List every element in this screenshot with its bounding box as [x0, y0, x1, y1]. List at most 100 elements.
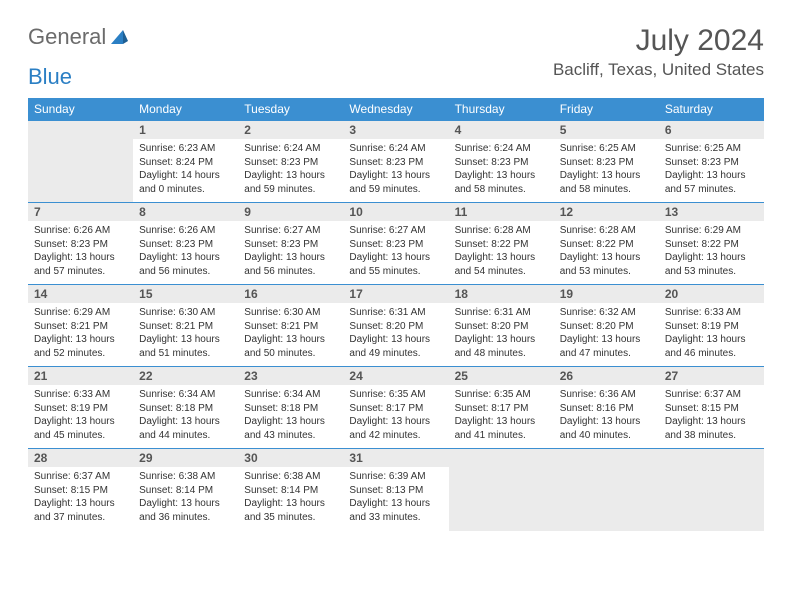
day-number: 13: [659, 203, 764, 221]
calendar-cell: 1Sunrise: 6:23 AMSunset: 8:24 PMDaylight…: [133, 121, 238, 203]
day-header-row: Sunday Monday Tuesday Wednesday Thursday…: [28, 98, 764, 121]
day-info: Sunrise: 6:29 AMSunset: 8:22 PMDaylight:…: [659, 221, 764, 282]
day-number: 29: [133, 449, 238, 467]
daylight: Daylight: 13 hours and 42 minutes.: [349, 415, 442, 442]
daylight: Daylight: 13 hours and 59 minutes.: [244, 169, 337, 196]
sunrise: Sunrise: 6:29 AM: [665, 224, 758, 238]
day-number: 22: [133, 367, 238, 385]
sunset: Sunset: 8:14 PM: [244, 484, 337, 498]
daylight: Daylight: 13 hours and 46 minutes.: [665, 333, 758, 360]
calendar-cell: 23Sunrise: 6:34 AMSunset: 8:18 PMDayligh…: [238, 367, 343, 449]
calendar-row: 1Sunrise: 6:23 AMSunset: 8:24 PMDaylight…: [28, 121, 764, 203]
calendar-cell: 31Sunrise: 6:39 AMSunset: 8:13 PMDayligh…: [343, 449, 448, 531]
calendar-cell: 21Sunrise: 6:33 AMSunset: 8:19 PMDayligh…: [28, 367, 133, 449]
daylight: Daylight: 13 hours and 44 minutes.: [139, 415, 232, 442]
calendar-cell: 17Sunrise: 6:31 AMSunset: 8:20 PMDayligh…: [343, 285, 448, 367]
calendar-cell: 26Sunrise: 6:36 AMSunset: 8:16 PMDayligh…: [554, 367, 659, 449]
sunset: Sunset: 8:23 PM: [244, 156, 337, 170]
sunrise: Sunrise: 6:37 AM: [665, 388, 758, 402]
daylight: Daylight: 13 hours and 52 minutes.: [34, 333, 127, 360]
calendar-cell: 2Sunrise: 6:24 AMSunset: 8:23 PMDaylight…: [238, 121, 343, 203]
daylight: Daylight: 13 hours and 41 minutes.: [455, 415, 548, 442]
sunrise: Sunrise: 6:34 AM: [139, 388, 232, 402]
day-number: 18: [449, 285, 554, 303]
daylight: Daylight: 13 hours and 58 minutes.: [455, 169, 548, 196]
daylight: Daylight: 13 hours and 56 minutes.: [139, 251, 232, 278]
day-header: Monday: [133, 98, 238, 121]
calendar-cell: [554, 449, 659, 531]
day-info: Sunrise: 6:39 AMSunset: 8:13 PMDaylight:…: [343, 467, 448, 528]
sunset: Sunset: 8:17 PM: [349, 402, 442, 416]
day-number: 3: [343, 121, 448, 139]
daylight: Daylight: 13 hours and 50 minutes.: [244, 333, 337, 360]
day-number: 16: [238, 285, 343, 303]
calendar-cell: 11Sunrise: 6:28 AMSunset: 8:22 PMDayligh…: [449, 203, 554, 285]
sunrise: Sunrise: 6:28 AM: [455, 224, 548, 238]
day-info: Sunrise: 6:33 AMSunset: 8:19 PMDaylight:…: [28, 385, 133, 446]
day-header: Sunday: [28, 98, 133, 121]
day-info: Sunrise: 6:35 AMSunset: 8:17 PMDaylight:…: [449, 385, 554, 446]
sunrise: Sunrise: 6:30 AM: [244, 306, 337, 320]
calendar-cell: 13Sunrise: 6:29 AMSunset: 8:22 PMDayligh…: [659, 203, 764, 285]
sunset: Sunset: 8:20 PM: [349, 320, 442, 334]
calendar-cell: 4Sunrise: 6:24 AMSunset: 8:23 PMDaylight…: [449, 121, 554, 203]
day-number: 20: [659, 285, 764, 303]
day-header: Wednesday: [343, 98, 448, 121]
day-number: 19: [554, 285, 659, 303]
day-info: Sunrise: 6:38 AMSunset: 8:14 PMDaylight:…: [133, 467, 238, 528]
day-number: 9: [238, 203, 343, 221]
calendar-cell: 12Sunrise: 6:28 AMSunset: 8:22 PMDayligh…: [554, 203, 659, 285]
day-info: Sunrise: 6:24 AMSunset: 8:23 PMDaylight:…: [238, 139, 343, 200]
day-info: Sunrise: 6:31 AMSunset: 8:20 PMDaylight:…: [343, 303, 448, 364]
daylight: Daylight: 13 hours and 33 minutes.: [349, 497, 442, 524]
day-header: Thursday: [449, 98, 554, 121]
daylight: Daylight: 13 hours and 51 minutes.: [139, 333, 232, 360]
sunrise: Sunrise: 6:29 AM: [34, 306, 127, 320]
day-info: Sunrise: 6:27 AMSunset: 8:23 PMDaylight:…: [343, 221, 448, 282]
daylight: Daylight: 13 hours and 35 minutes.: [244, 497, 337, 524]
day-number: 23: [238, 367, 343, 385]
day-info: Sunrise: 6:30 AMSunset: 8:21 PMDaylight:…: [238, 303, 343, 364]
sunrise: Sunrise: 6:28 AM: [560, 224, 653, 238]
calendar-cell: 7Sunrise: 6:26 AMSunset: 8:23 PMDaylight…: [28, 203, 133, 285]
day-info: Sunrise: 6:24 AMSunset: 8:23 PMDaylight:…: [449, 139, 554, 200]
logo-sail-icon: [109, 28, 129, 46]
day-number: 15: [133, 285, 238, 303]
day-info: Sunrise: 6:34 AMSunset: 8:18 PMDaylight:…: [238, 385, 343, 446]
sunset: Sunset: 8:23 PM: [139, 238, 232, 252]
calendar-cell: 30Sunrise: 6:38 AMSunset: 8:14 PMDayligh…: [238, 449, 343, 531]
day-number: 31: [343, 449, 448, 467]
calendar-cell: 18Sunrise: 6:31 AMSunset: 8:20 PMDayligh…: [449, 285, 554, 367]
sunset: Sunset: 8:17 PM: [455, 402, 548, 416]
day-number: 5: [554, 121, 659, 139]
day-info: Sunrise: 6:37 AMSunset: 8:15 PMDaylight:…: [28, 467, 133, 528]
sunset: Sunset: 8:19 PM: [665, 320, 758, 334]
calendar-cell: 10Sunrise: 6:27 AMSunset: 8:23 PMDayligh…: [343, 203, 448, 285]
sunrise: Sunrise: 6:35 AM: [455, 388, 548, 402]
daylight: Daylight: 13 hours and 56 minutes.: [244, 251, 337, 278]
sunrise: Sunrise: 6:24 AM: [455, 142, 548, 156]
day-info: Sunrise: 6:23 AMSunset: 8:24 PMDaylight:…: [133, 139, 238, 200]
day-info: Sunrise: 6:28 AMSunset: 8:22 PMDaylight:…: [449, 221, 554, 282]
day-info: Sunrise: 6:34 AMSunset: 8:18 PMDaylight:…: [133, 385, 238, 446]
calendar-cell: 20Sunrise: 6:33 AMSunset: 8:19 PMDayligh…: [659, 285, 764, 367]
sunset: Sunset: 8:20 PM: [560, 320, 653, 334]
sunrise: Sunrise: 6:35 AM: [349, 388, 442, 402]
day-number: 28: [28, 449, 133, 467]
sunrise: Sunrise: 6:26 AM: [34, 224, 127, 238]
day-number: 11: [449, 203, 554, 221]
day-number: 30: [238, 449, 343, 467]
sunrise: Sunrise: 6:27 AM: [244, 224, 337, 238]
calendar-cell: 8Sunrise: 6:26 AMSunset: 8:23 PMDaylight…: [133, 203, 238, 285]
sunrise: Sunrise: 6:23 AM: [139, 142, 232, 156]
calendar-cell: 14Sunrise: 6:29 AMSunset: 8:21 PMDayligh…: [28, 285, 133, 367]
sunset: Sunset: 8:21 PM: [34, 320, 127, 334]
day-number: 6: [659, 121, 764, 139]
sunset: Sunset: 8:13 PM: [349, 484, 442, 498]
title-block: July 2024 Bacliff, Texas, United States: [553, 24, 764, 80]
sunset: Sunset: 8:24 PM: [139, 156, 232, 170]
day-number: 25: [449, 367, 554, 385]
calendar-cell: 27Sunrise: 6:37 AMSunset: 8:15 PMDayligh…: [659, 367, 764, 449]
day-number: 4: [449, 121, 554, 139]
daylight: Daylight: 13 hours and 55 minutes.: [349, 251, 442, 278]
